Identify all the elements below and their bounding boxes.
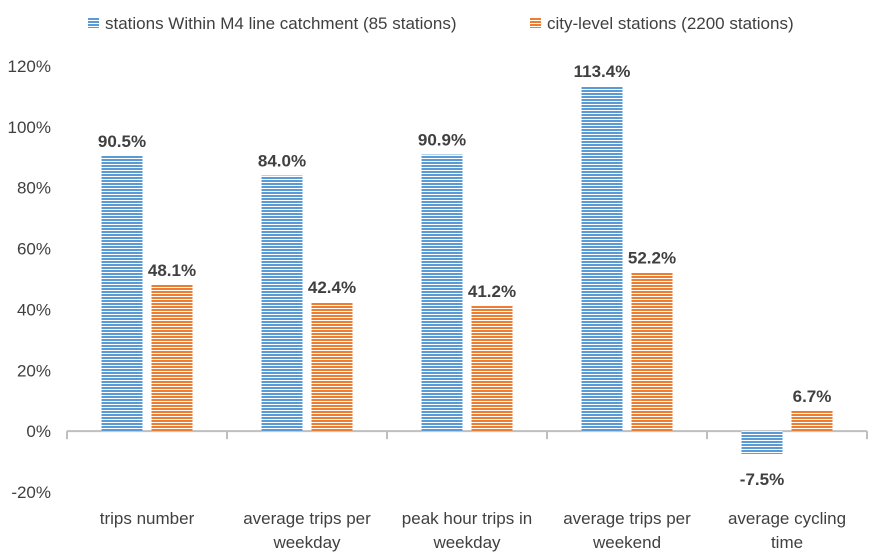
- y-tick-label: 80%: [17, 179, 51, 198]
- y-tick-label: 60%: [17, 240, 51, 259]
- legend-swatch: [88, 17, 99, 28]
- bar-m4-catchment: [741, 431, 783, 454]
- y-tick-label: -20%: [11, 483, 51, 502]
- data-label: 90.5%: [98, 132, 146, 151]
- category-label: average trips per: [563, 509, 691, 528]
- y-tick-label: 20%: [17, 361, 51, 380]
- data-label: -7.5%: [740, 470, 784, 489]
- bar-m4-catchment: [581, 86, 623, 432]
- data-label: 41.2%: [468, 282, 516, 301]
- legend-swatch: [530, 17, 541, 28]
- x-axis: [66, 430, 868, 440]
- data-labels: 90.5% 48.1% 84.0% 42.4% 90.9% 41.2% 113.4% 52.2…: [98, 62, 831, 489]
- bar-city-level: [471, 305, 513, 432]
- bar-city-level: [791, 410, 833, 432]
- data-label: 48.1%: [148, 261, 196, 280]
- bars: [101, 86, 833, 454]
- data-label: 90.9%: [418, 131, 466, 150]
- category-label: average cycling: [728, 509, 846, 528]
- category-label: weekday: [272, 533, 341, 552]
- data-label: 113.4%: [574, 62, 631, 81]
- y-tick-label: 0%: [26, 422, 51, 441]
- data-label: 52.2%: [628, 248, 676, 267]
- y-tick-label: 100%: [8, 118, 51, 137]
- category-label: trips number: [100, 509, 195, 528]
- data-label: 42.4%: [308, 278, 356, 297]
- category-labels: trips number average trips per weekday peak…: [100, 509, 846, 552]
- bar-m4-catchment: [101, 155, 143, 432]
- y-axis: -20% 0% 20% 40% 60% 80% 100% 120%: [8, 57, 51, 502]
- bar-m4-catchment: [261, 175, 303, 432]
- category-label: weekend: [592, 533, 661, 552]
- data-label: 6.7%: [793, 387, 832, 406]
- legend: stations Within M4 line catchment (85 st…: [88, 14, 794, 33]
- bar-city-level: [311, 302, 353, 432]
- bar-city-level: [151, 284, 193, 432]
- y-tick-label: 40%: [17, 300, 51, 319]
- data-label: 84.0%: [258, 152, 306, 171]
- bar-city-level: [631, 272, 673, 432]
- legend-label: stations Within M4 line catchment (85 st…: [105, 14, 456, 33]
- category-label: average trips per: [243, 509, 371, 528]
- legend-label: city-level stations (2200 stations): [547, 14, 794, 33]
- category-label: time: [771, 533, 803, 552]
- category-label: weekday: [432, 533, 501, 552]
- y-tick-label: 120%: [8, 57, 51, 76]
- bar-m4-catchment: [421, 154, 463, 432]
- category-label: peak hour trips in: [402, 509, 532, 528]
